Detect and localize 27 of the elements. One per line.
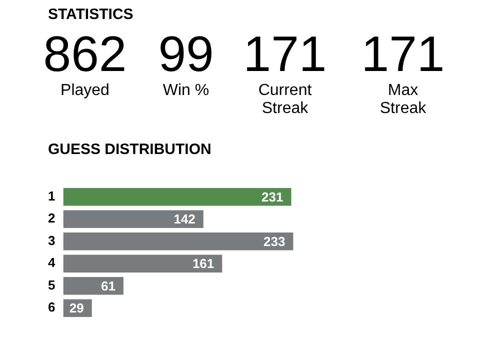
y-tick-label: 2 [48,210,56,226]
data-label: 61 [100,278,116,294]
y-tick-label: 6 [48,300,56,315]
text: 862 [42,26,128,82]
y-tick-label: 3 [48,232,56,248]
text: 171 [242,26,328,82]
bar [63,210,204,228]
bar [63,232,294,250]
text: Max Streak [378,82,428,118]
data-label: 161 [192,256,214,272]
text: Win % [162,82,210,100]
data-label: 29 [69,300,84,316]
y-tick-label: 4 [48,255,56,270]
data-label: 231 [262,189,284,204]
y-tick-label: 5 [48,277,56,292]
bar [63,188,292,206]
text: Played [60,82,110,100]
text: 171 [360,26,446,82]
text: STATISTICS [48,6,134,23]
text: Current Streak [257,82,313,118]
data-label: 233 [264,234,286,249]
chart-title: GUESS DISTRIBUTION [48,141,212,158]
y-tick-label: 1 [48,188,56,204]
text: 99 [157,26,215,82]
bar [63,276,124,295]
data-label: 142 [174,212,196,227]
bar [63,254,222,273]
